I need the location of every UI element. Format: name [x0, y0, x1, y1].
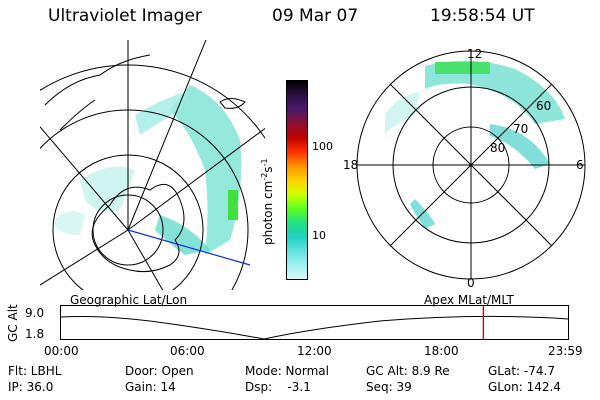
status-gc-alt: GC Alt: 8.9 Re	[366, 364, 450, 378]
status-dsp: Dsp: -3.1	[245, 380, 311, 394]
ytick-top: 9.0	[25, 306, 45, 320]
timeline-left-label: Geographic Lat/Lon	[70, 293, 188, 307]
status-gain: Gain: 14	[125, 380, 176, 394]
mlt-label-bottom: 0	[467, 276, 475, 289]
mlat-label-60: 60	[536, 99, 551, 113]
mlt-label-top: 12	[467, 47, 482, 61]
status-glat: GLat: -74.7	[488, 364, 555, 378]
date-label: 09 Mar 07	[272, 6, 359, 26]
status-glon: GLon: 142.4	[488, 380, 561, 394]
mlat-label-80: 80	[490, 141, 505, 155]
status-door: Door: Open	[125, 364, 194, 378]
lon-lines	[40, 40, 265, 290]
colorbar	[286, 80, 308, 280]
colorbar-tick-100: 100	[312, 140, 333, 153]
instrument-title: Ultraviolet Imager	[48, 6, 202, 26]
xtick-2359: 23:59	[548, 344, 583, 358]
xtick-1200: 12:00	[297, 344, 332, 358]
aurora-emission-polar	[385, 60, 565, 229]
mlt-label-right: 6	[576, 158, 584, 172]
meridian-line	[127, 229, 251, 266]
orbit-timeline	[60, 305, 569, 340]
geographic-map	[40, 40, 265, 290]
colorbar-unit-label: photon cm-2s-1	[260, 158, 275, 245]
status-filter: Flt: LBHL	[8, 364, 62, 378]
ytick-bottom: 1.8	[25, 327, 45, 341]
mlat-label-70: 70	[513, 122, 528, 136]
mlt-lines	[357, 51, 585, 279]
status-ip: IP: 36.0	[8, 380, 54, 394]
aurora-emission-geographic	[55, 85, 242, 255]
time-label: 19:58:54 UT	[430, 6, 535, 26]
coastline	[91, 183, 185, 273]
status-seq: Seq: 39	[366, 380, 412, 394]
xtick-0000: 00:00	[44, 344, 79, 358]
status-mode: Mode: Normal	[245, 364, 329, 378]
timeline-right-label: Apex MLat/MLT	[424, 293, 514, 307]
polar-plot: 12 0 18 6 60 70 80	[343, 47, 586, 289]
xtick-0600: 06:00	[170, 344, 205, 358]
mlt-label-left: 18	[343, 158, 358, 172]
xtick-1800: 18:00	[424, 344, 459, 358]
timeline-yaxis-label: GC Alt	[6, 304, 20, 342]
colorbar-tick-10: 10	[312, 229, 326, 242]
altitude-curve	[60, 315, 569, 340]
